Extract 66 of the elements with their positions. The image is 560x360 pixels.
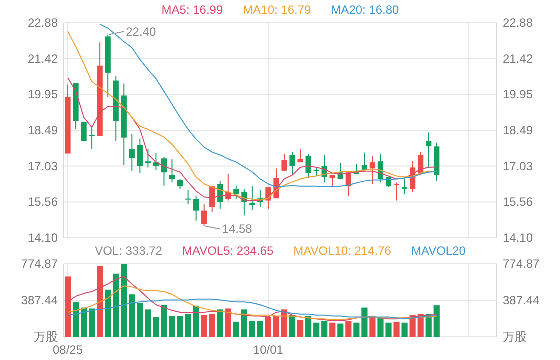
bar (145, 310, 152, 337)
bar (97, 266, 104, 337)
bar (354, 322, 360, 337)
y-tick-label: 774.87 (21, 257, 58, 271)
bar (72, 302, 80, 337)
line-series (68, 286, 438, 321)
y-tick-label: 万股 (34, 330, 58, 344)
bar (193, 306, 200, 337)
bar (225, 308, 232, 337)
y2-tick-label: 18.49 (503, 124, 534, 138)
y-tick-label: 14.10 (28, 231, 58, 245)
bar (137, 303, 144, 337)
y2-tick-label: 15.56 (503, 195, 534, 210)
bar (81, 308, 88, 337)
y2-tick-label: 19.95 (503, 88, 534, 102)
y-tick-label: 22.88 (28, 16, 58, 30)
bar (346, 320, 352, 337)
y2-tick-label: 21.42 (503, 52, 534, 66)
bar (298, 320, 304, 337)
y-tick-label: 15.56 (28, 195, 58, 210)
legend: VOL: 333.72 MAVOL5: 234.65 MAVOL10: 214.76 MAVOL20 (95, 244, 466, 258)
annotation: 14.58 (204, 222, 252, 236)
bar (362, 308, 368, 337)
bar (201, 315, 208, 337)
bar (113, 274, 120, 337)
line-series (68, 298, 438, 320)
bar (64, 276, 72, 337)
bar (314, 322, 320, 337)
legend: MA5: 16.99 MA10: 16.79 MA20: 16.80 (162, 3, 400, 17)
x-tick-label: 08/25 (52, 343, 84, 357)
bar (322, 320, 328, 337)
bar (217, 310, 224, 337)
annotation: 22.40 (126, 24, 156, 39)
bar (121, 264, 128, 337)
bar (330, 322, 336, 337)
y2-tick-label: 774.87 (503, 257, 540, 271)
bar (233, 322, 240, 337)
bar (394, 322, 400, 337)
y-tick-label: 18.49 (28, 124, 58, 138)
bar (273, 316, 280, 337)
y2-tick-label: 387.44 (503, 294, 540, 308)
bar (370, 316, 376, 337)
y2-tick-label: 17.03 (503, 159, 534, 174)
y-tick-label: 19.95 (28, 88, 58, 102)
y2-tick-label: 22.88 (503, 16, 534, 30)
y2-tick-label: 万股 (503, 330, 527, 344)
y-tick-label: 21.42 (28, 52, 58, 66)
bar (434, 306, 440, 337)
bar (105, 290, 112, 337)
y-tick-label: 17.03 (28, 159, 58, 174)
y2-tick-label: 14.10 (503, 231, 534, 245)
bar (129, 294, 136, 337)
bar (289, 315, 296, 337)
annotation: 14.58 (222, 222, 253, 236)
bar (89, 308, 96, 337)
bar (257, 320, 264, 337)
bar (241, 310, 248, 337)
bar (249, 320, 256, 337)
bar (265, 317, 272, 337)
bar (306, 316, 312, 337)
annotation: 22.40 (108, 24, 156, 39)
bar (338, 324, 344, 337)
bar (209, 314, 216, 337)
y-tick-label: 387.44 (21, 294, 58, 308)
x-tick-label: 10/01 (253, 343, 284, 357)
bar (402, 322, 408, 337)
